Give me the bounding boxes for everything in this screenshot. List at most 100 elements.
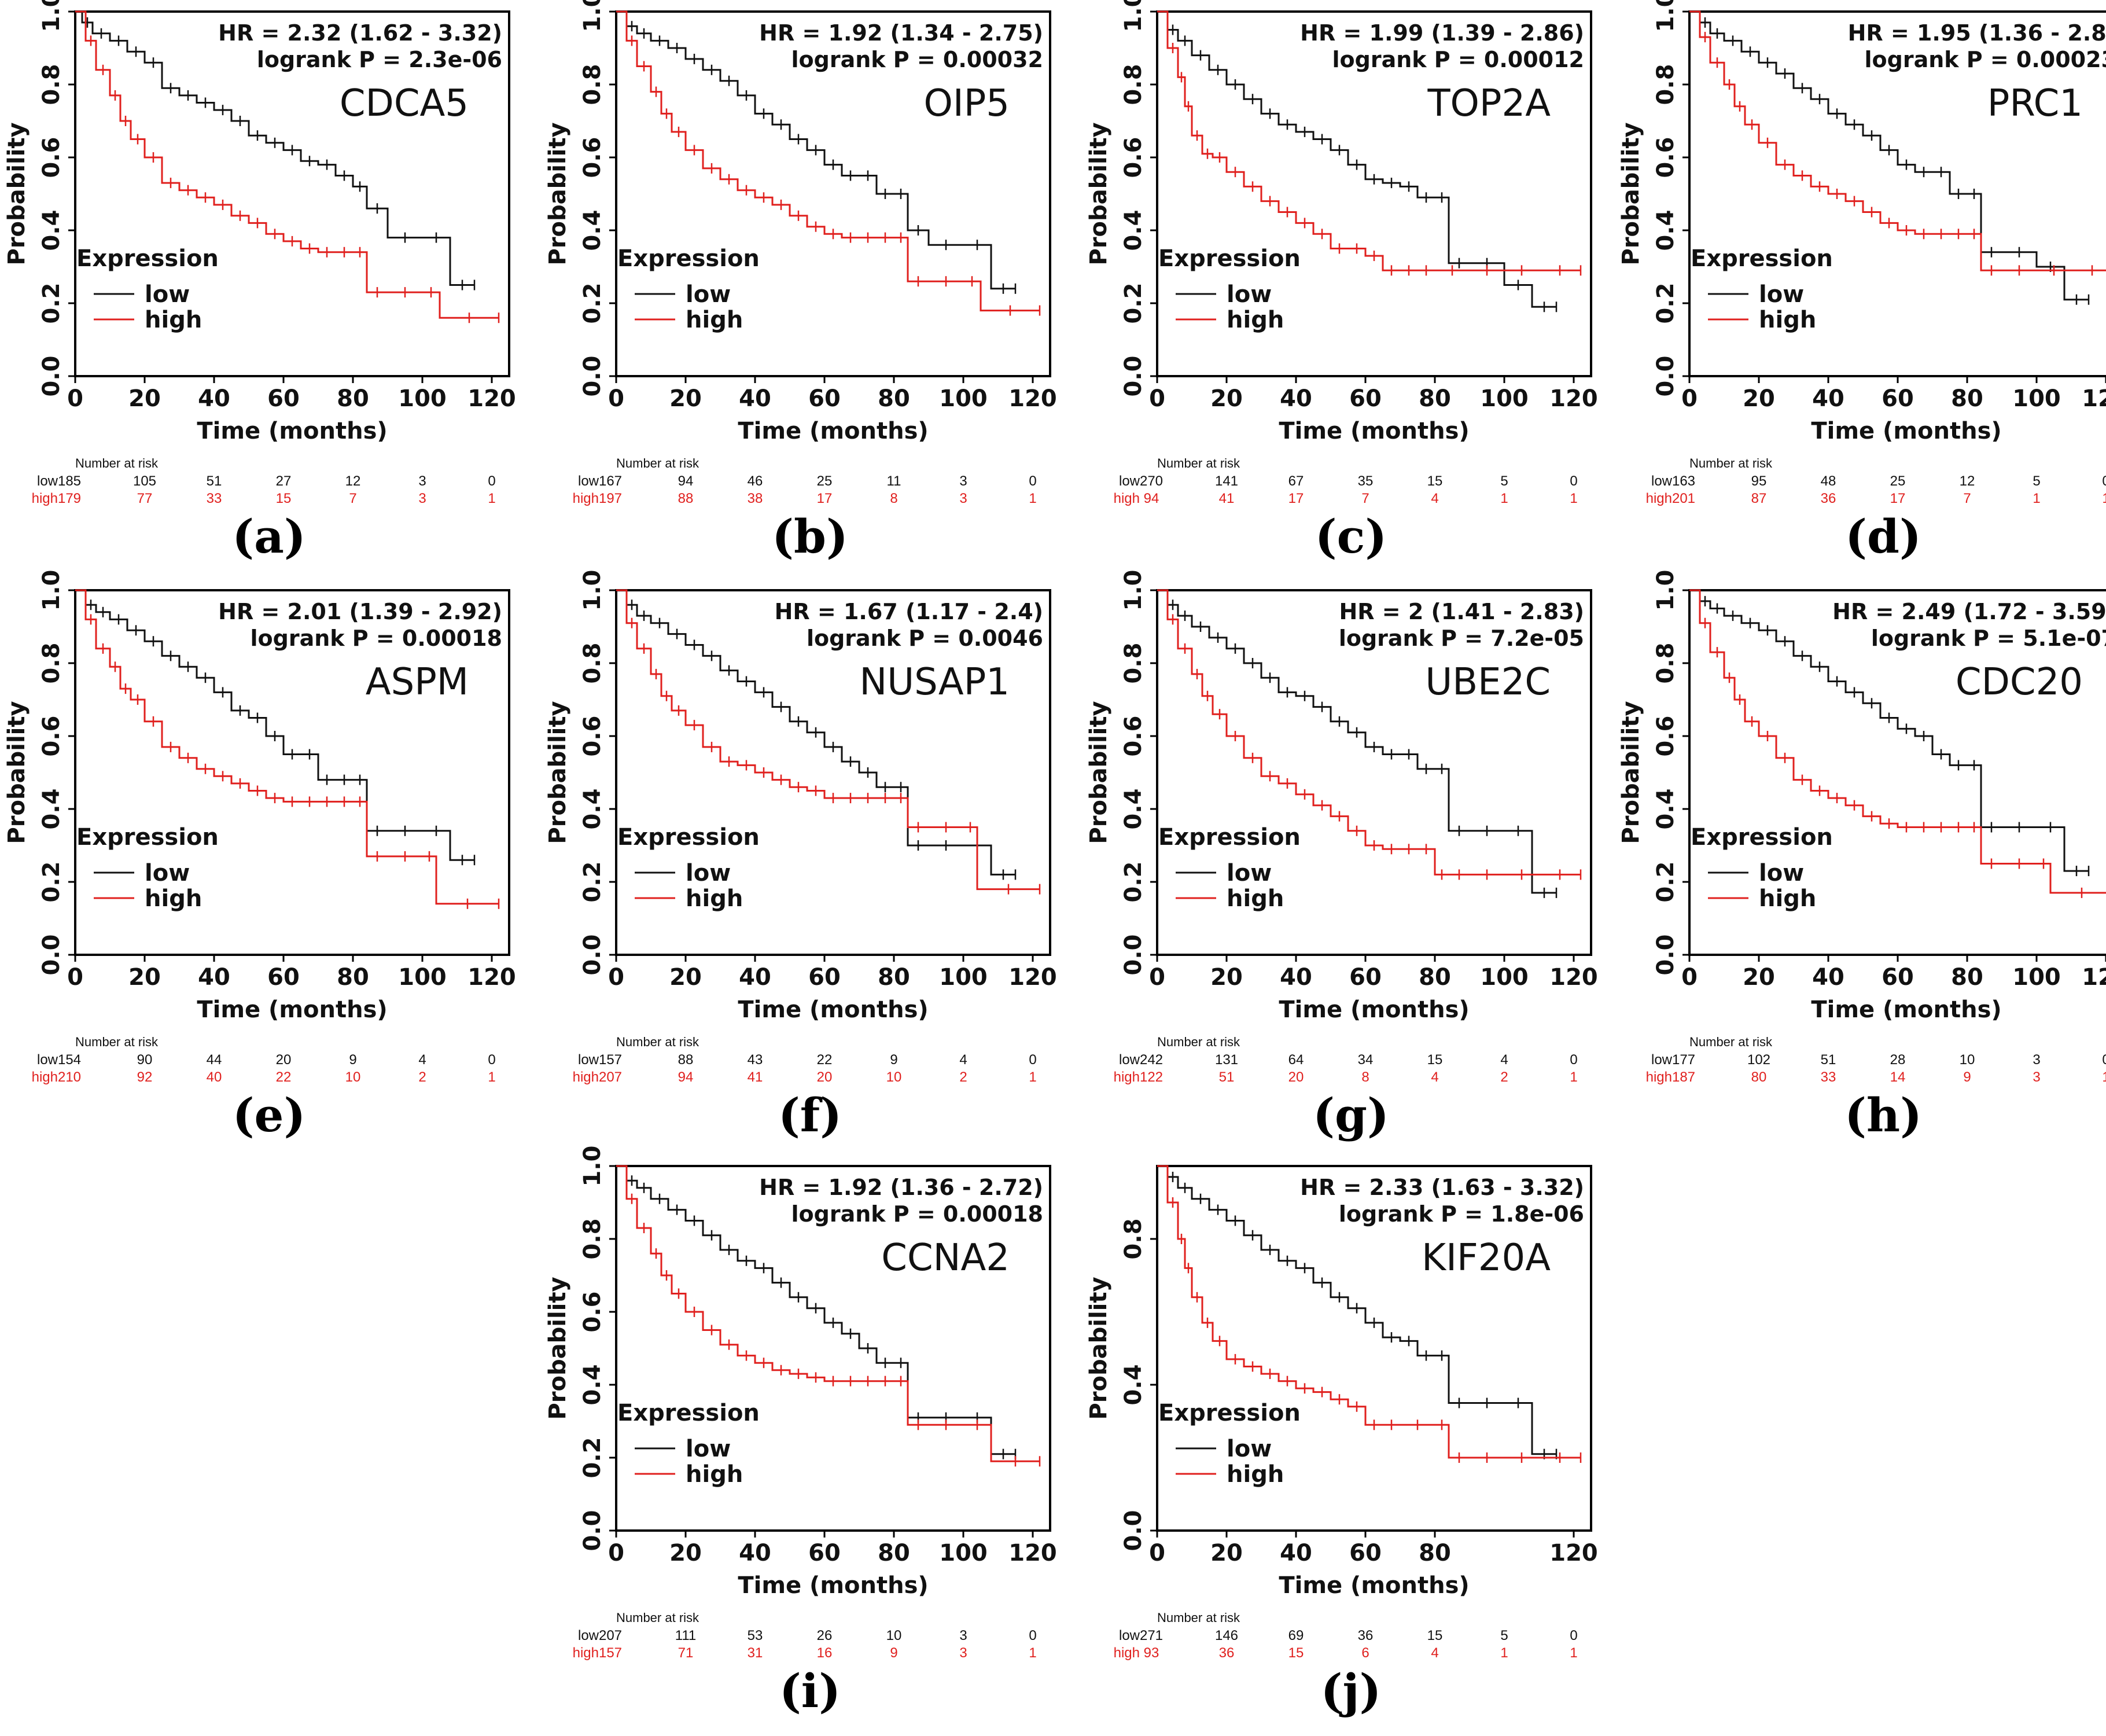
panel-label: (g) <box>1313 1088 1389 1142</box>
x-tick-label: 80 <box>878 964 910 991</box>
panel-label: (h) <box>1844 1088 1922 1142</box>
y-tick-label: 0.4 <box>579 1364 606 1406</box>
x-axis-label: Time (months) <box>1279 1572 1469 1599</box>
y-tick-label: 0.8 <box>579 1219 606 1260</box>
x-tick-label: 0 <box>608 964 624 991</box>
risk-row-label: low <box>1118 1628 1140 1643</box>
risk-count: 22 <box>275 1069 292 1085</box>
x-tick-label: 40 <box>1812 385 1844 412</box>
risk-count: 20 <box>1288 1069 1304 1085</box>
risk-count: 33 <box>1820 1069 1836 1085</box>
x-tick-label: 0 <box>1681 385 1698 412</box>
risk-row-high: high 197 88 38 17 8 3 1 <box>541 491 1079 507</box>
risk-count: 31 <box>747 1645 763 1661</box>
x-tick-label: 40 <box>198 385 230 412</box>
risk-count: 87 <box>1751 491 1767 506</box>
panel-label: (a) <box>232 509 306 564</box>
risk-row-low: low 154 90 44 20 9 4 0 <box>0 1052 538 1068</box>
legend-label-high: high <box>686 1461 743 1488</box>
hazard-ratio-text: HR = 1.99 (1.39 - 2.86) <box>1300 20 1584 46</box>
x-tick-label: 100 <box>1480 385 1529 412</box>
risk-count: 0 <box>2102 473 2106 489</box>
risk-row-high: high 93 36 15 6 4 1 1 <box>1082 1645 1620 1661</box>
x-tick-label: 60 <box>808 964 841 991</box>
km-panel-e: 0 20 40 60 80 100 120 0.0 0.2 0.4 0.6 0.8 1.0 Time (m… <box>0 570 538 1157</box>
x-axis-label: Time (months) <box>1279 996 1469 1023</box>
risk-count: 3 <box>959 473 967 489</box>
risk-count: 1 <box>488 491 496 506</box>
y-tick-label: 0.6 <box>38 716 65 757</box>
risk-count: 14 <box>1890 1069 1906 1085</box>
panel-label: (j) <box>1320 1664 1382 1718</box>
logrank-p-text: logrank P = 2.3e-06 <box>257 47 502 72</box>
x-tick-label: 20 <box>1210 1540 1243 1566</box>
risk-row-low: low 207 111 53 26 10 3 0 <box>541 1628 1079 1644</box>
risk-count: 51 <box>1218 1069 1235 1085</box>
risk-count: 4 <box>1431 491 1439 506</box>
risk-table-title: Number at risk <box>1157 1610 1240 1625</box>
y-tick-label: 0.2 <box>38 283 65 324</box>
risk-count: 9 <box>1963 1069 1971 1085</box>
y-tick-label: 0.4 <box>1652 210 1679 251</box>
gene-name: PRC1 <box>1987 82 2083 125</box>
risk-count: 46 <box>747 473 763 489</box>
y-tick-label: 0.8 <box>1652 643 1679 684</box>
risk-count: 146 <box>1214 1628 1239 1643</box>
risk-count: 4 <box>418 1052 426 1068</box>
km-plot-j: 0 20 40 60 80 120 0.0 0.4 0.8 Time (months) Probab… <box>1085 1165 1598 1599</box>
risk-count: 41 <box>1218 491 1235 506</box>
number-at-risk-table: Number at risk low 207 111 53 26 10 3 0 high 157 71… <box>541 1610 1079 1661</box>
x-tick-label: 0 <box>608 1540 624 1566</box>
risk-row-high: high 207 94 41 20 10 2 1 <box>541 1069 1079 1086</box>
y-tick-label: 0.0 <box>579 356 606 397</box>
x-axis-label: Time (months) <box>197 418 387 444</box>
risk-count: 28 <box>1890 1052 1906 1068</box>
risk-row-label: low <box>36 1052 58 1068</box>
risk-count: 17 <box>816 491 833 506</box>
risk-count: 22 <box>816 1052 833 1068</box>
risk-count: 36 <box>1218 1645 1235 1661</box>
risk-row-low: low 271 146 69 36 15 5 0 <box>1082 1628 1620 1644</box>
x-tick-label: 0 <box>1149 1540 1165 1566</box>
km-panel-b: 0 20 40 60 80 100 120 0.0 0.2 0.4 0.6 0.8 1.0 Time (m… <box>541 0 1079 579</box>
x-tick-label: 40 <box>198 964 230 991</box>
survival-curve-low <box>616 589 1015 876</box>
y-tick-label: 0.6 <box>579 137 606 178</box>
number-at-risk-table: Number at risk low 270 141 67 35 15 5 0 high 94 41 1… <box>1082 456 1620 506</box>
risk-count: 94 <box>678 473 694 489</box>
risk-count: 157 <box>598 1645 623 1661</box>
x-tick-label: 20 <box>1743 385 1775 412</box>
risk-count: 64 <box>1288 1052 1304 1068</box>
legend-label-high: high <box>145 885 202 912</box>
legend-title: Expression <box>1158 824 1301 851</box>
x-tick-label: 60 <box>1882 964 1914 991</box>
risk-count: 1 <box>1029 491 1037 506</box>
x-axis-label: Time (months) <box>1811 418 2001 444</box>
x-tick-label: 0 <box>67 964 83 991</box>
x-tick-label: 80 <box>878 385 910 412</box>
y-tick-label: 0.4 <box>1652 789 1679 830</box>
risk-count: 1 <box>1570 1645 1578 1661</box>
x-tick-label: 120 <box>2082 964 2106 991</box>
number-at-risk-table: Number at risk low 271 146 69 36 15 5 0 high 93 36 1… <box>1082 1610 1620 1661</box>
y-tick-label: 0.0 <box>1652 356 1679 397</box>
risk-count: 179 <box>57 491 82 506</box>
x-tick-label: 60 <box>267 385 300 412</box>
x-tick-label: 40 <box>739 1540 771 1566</box>
plot-frame <box>1156 10 1592 377</box>
risk-count: 105 <box>132 473 157 489</box>
x-tick-label: 20 <box>669 385 702 412</box>
km-plot-e: 0 20 40 60 80 100 120 0.0 0.2 0.4 0.6 0.8 1.0 Time (m… <box>3 570 516 1023</box>
x-tick-label: 100 <box>398 964 447 991</box>
risk-row-high: high 210 92 40 22 10 2 1 <box>0 1069 538 1086</box>
y-tick-label: 0.6 <box>1652 137 1679 178</box>
x-tick-label: 20 <box>128 385 161 412</box>
risk-count: 5 <box>1500 473 1508 489</box>
legend-label-low: low <box>1759 860 1804 887</box>
risk-count: 1 <box>2102 1069 2106 1085</box>
y-tick-label: 0.6 <box>579 716 606 757</box>
risk-count: 1 <box>1029 1645 1037 1661</box>
risk-count: 88 <box>678 1052 694 1068</box>
y-tick-label: 0.2 <box>579 862 606 903</box>
gene-name: ASPM <box>366 661 469 704</box>
